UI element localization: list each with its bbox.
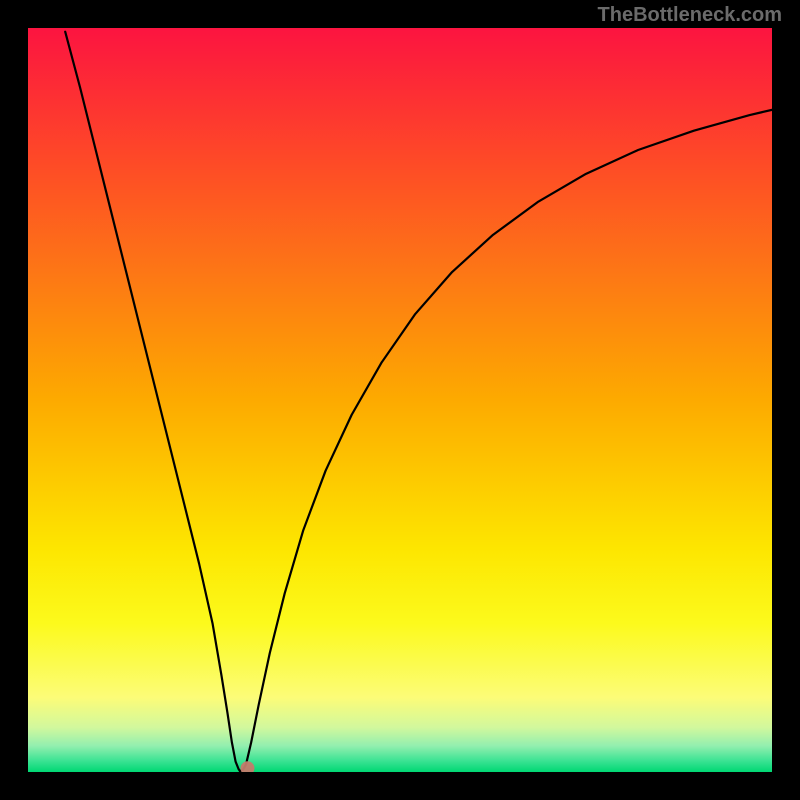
plot-area [28,28,772,772]
chart-root: TheBottleneck.com [0,0,800,800]
plot-svg [28,28,772,772]
gradient-background [28,28,772,772]
watermark-text: TheBottleneck.com [598,4,782,27]
